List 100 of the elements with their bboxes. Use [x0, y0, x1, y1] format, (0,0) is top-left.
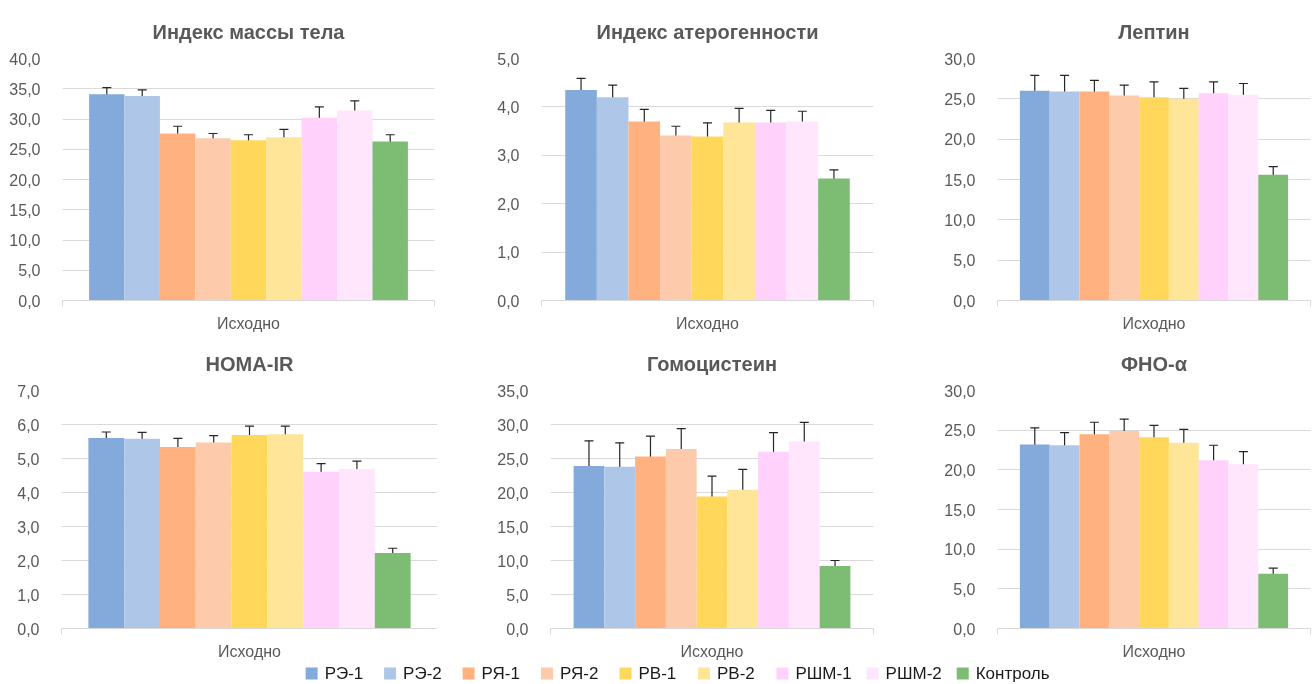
- bar: [195, 442, 232, 629]
- y-tick-label: 3,0: [17, 518, 40, 536]
- bar: [1019, 90, 1050, 301]
- bar: [301, 117, 338, 301]
- bar: [1168, 98, 1199, 301]
- bar: [303, 471, 340, 629]
- bar: [596, 97, 629, 301]
- y-tick-label: 10,0: [944, 211, 976, 229]
- bar: [372, 141, 408, 301]
- chart-title: ФНО-α: [1120, 352, 1188, 375]
- legend-label: РЭ-1: [324, 664, 364, 683]
- x-tick-label: Исходно: [1122, 314, 1186, 332]
- legend-label: РВ-1: [638, 664, 677, 683]
- y-tick-label: 25,0: [944, 422, 976, 440]
- bar: [818, 178, 850, 301]
- bar: [88, 438, 125, 629]
- x-tick-label: Исходно: [680, 642, 744, 660]
- bar: [231, 435, 268, 629]
- y-tick-label: 25,0: [9, 141, 41, 159]
- y-tick-label: 0,0: [953, 620, 976, 638]
- bar: [195, 138, 231, 301]
- chart-title: Гомоцистеин: [646, 352, 778, 375]
- bar: [1079, 91, 1110, 301]
- y-tick-label: 10,0: [9, 232, 41, 249]
- bar: [628, 121, 661, 301]
- y-tick-label: 20,0: [497, 484, 529, 502]
- bar: [266, 137, 302, 301]
- chart-title: Лептин: [1118, 20, 1190, 43]
- bar: [1168, 442, 1199, 629]
- bar: [337, 110, 373, 301]
- y-tick-label: 2,0: [497, 195, 520, 213]
- bar: [1049, 445, 1080, 629]
- bar: [1139, 437, 1169, 629]
- y-tick-label: 7,0: [17, 382, 40, 400]
- y-tick-label: 25,0: [944, 90, 976, 108]
- bar: [339, 469, 375, 629]
- y-tick-label: 15,0: [944, 171, 976, 189]
- y-tick-label: 30,0: [9, 111, 41, 128]
- bar: [1228, 464, 1259, 629]
- y-tick-label: 5,0: [953, 580, 976, 598]
- legend-label: РЯ-1: [481, 664, 520, 683]
- bar: [635, 456, 666, 629]
- bar: [786, 121, 819, 301]
- legend-label: РШМ-2: [885, 664, 942, 683]
- y-tick-label: 25,0: [497, 450, 529, 468]
- y-tick-label: 40,0: [9, 50, 41, 68]
- y-tick-label: 20,0: [944, 131, 976, 149]
- y-tick-label: 5,0: [497, 50, 520, 68]
- bar: [89, 94, 125, 301]
- bar: [1228, 94, 1259, 301]
- y-tick-label: 5,0: [17, 450, 40, 468]
- chart-title: Индекс массы тела: [152, 20, 346, 43]
- y-tick-label: 30,0: [944, 382, 976, 400]
- bar: [1079, 434, 1110, 629]
- y-tick-label: 35,0: [9, 80, 41, 98]
- legend-label: РЭ-2: [403, 664, 442, 683]
- y-tick-label: 4,0: [497, 98, 520, 116]
- bar: [230, 140, 267, 301]
- legend-label: РШМ-1: [795, 664, 852, 683]
- y-tick-label: 4,0: [17, 484, 40, 502]
- bar: [723, 122, 755, 301]
- bar: [1109, 95, 1140, 301]
- bar: [1139, 97, 1169, 301]
- bar: [1258, 174, 1289, 301]
- y-tick-label: 0,0: [18, 292, 41, 310]
- bar: [727, 489, 759, 629]
- y-tick-label: 6,0: [17, 416, 40, 434]
- y-tick-label: 2,0: [17, 552, 40, 570]
- bar: [691, 136, 724, 301]
- bar: [660, 135, 692, 301]
- bar: [565, 89, 597, 301]
- bar: [1109, 430, 1140, 629]
- x-tick-label: Исходно: [217, 314, 281, 332]
- y-tick-label: 30,0: [497, 416, 529, 434]
- y-tick-label: 15,0: [944, 501, 976, 519]
- bar: [788, 441, 820, 629]
- legend-label: Контроль: [975, 664, 1050, 683]
- y-tick-label: 0,0: [497, 292, 520, 310]
- x-tick-label: Исходно: [218, 642, 282, 660]
- bar: [1198, 460, 1229, 629]
- y-tick-label: 20,0: [9, 171, 41, 189]
- bar: [573, 465, 605, 629]
- bar: [159, 446, 196, 629]
- y-tick-label: 15,0: [497, 518, 529, 536]
- bar: [758, 451, 789, 629]
- bar: [754, 122, 787, 301]
- y-tick-label: 20,0: [944, 461, 976, 479]
- chart-title: Индекс атерогенности: [596, 20, 819, 43]
- bar: [124, 96, 160, 301]
- y-tick-label: 10,0: [944, 541, 976, 559]
- y-tick-label: 15,0: [9, 201, 41, 219]
- bar: [604, 466, 636, 629]
- bar: [665, 448, 697, 629]
- legend-label: РВ-2: [716, 664, 755, 683]
- y-tick-label: 5,0: [953, 252, 976, 270]
- x-tick-label: Исходно: [1122, 642, 1186, 660]
- bar: [159, 133, 196, 301]
- bar: [267, 434, 304, 629]
- y-tick-label: 10,0: [497, 552, 529, 570]
- y-tick-label: 3,0: [497, 147, 520, 165]
